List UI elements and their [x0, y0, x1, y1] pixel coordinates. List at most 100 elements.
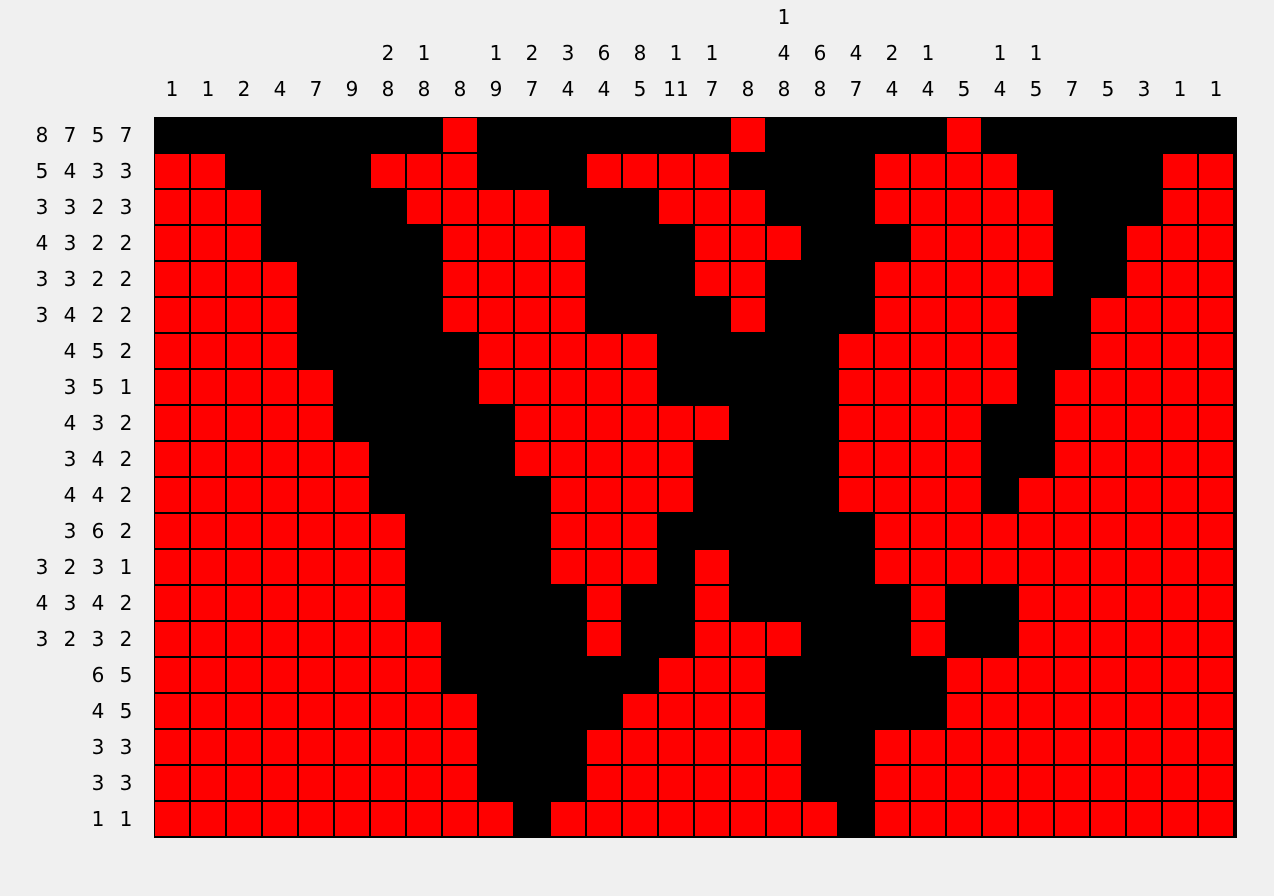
grid-cell-filled[interactable] [190, 405, 226, 441]
grid-cell-filled[interactable] [730, 225, 766, 261]
grid-cell-empty[interactable] [514, 585, 550, 621]
grid-cell-filled[interactable] [226, 693, 262, 729]
grid-cell-filled[interactable] [298, 405, 334, 441]
grid-cell-empty[interactable] [658, 585, 694, 621]
grid-cell-filled[interactable] [334, 477, 370, 513]
grid-cell-empty[interactable] [262, 117, 298, 153]
grid-cell-filled[interactable] [586, 621, 622, 657]
grid-cell-empty[interactable] [478, 621, 514, 657]
grid-cell-filled[interactable] [1126, 657, 1162, 693]
grid-cell-empty[interactable] [478, 693, 514, 729]
grid-cell-empty[interactable] [730, 513, 766, 549]
grid-cell-empty[interactable] [550, 729, 586, 765]
grid-cell-empty[interactable] [406, 333, 442, 369]
grid-cell-filled[interactable] [514, 297, 550, 333]
grid-cell-empty[interactable] [442, 369, 478, 405]
grid-cell-empty[interactable] [442, 513, 478, 549]
grid-cell-empty[interactable] [370, 477, 406, 513]
grid-cell-empty[interactable] [730, 585, 766, 621]
grid-cell-filled[interactable] [550, 405, 586, 441]
grid-cell-filled[interactable] [478, 801, 514, 837]
puzzle-grid[interactable] [154, 117, 1237, 838]
grid-cell-filled[interactable] [298, 765, 334, 801]
grid-cell-filled[interactable] [262, 693, 298, 729]
grid-cell-empty[interactable] [802, 549, 838, 585]
grid-cell-filled[interactable] [946, 657, 982, 693]
grid-cell-filled[interactable] [442, 117, 478, 153]
grid-cell-filled[interactable] [1198, 225, 1234, 261]
grid-cell-filled[interactable] [550, 549, 586, 585]
grid-cell-empty[interactable] [370, 405, 406, 441]
grid-cell-empty[interactable] [1018, 333, 1054, 369]
grid-cell-empty[interactable] [586, 297, 622, 333]
grid-cell-empty[interactable] [1090, 117, 1126, 153]
grid-cell-empty[interactable] [802, 225, 838, 261]
grid-cell-filled[interactable] [370, 549, 406, 585]
grid-cell-filled[interactable] [1162, 549, 1198, 585]
grid-cell-filled[interactable] [658, 657, 694, 693]
grid-cell-empty[interactable] [298, 261, 334, 297]
grid-cell-filled[interactable] [946, 729, 982, 765]
grid-cell-filled[interactable] [1090, 333, 1126, 369]
grid-cell-empty[interactable] [766, 117, 802, 153]
grid-cell-filled[interactable] [190, 801, 226, 837]
grid-cell-empty[interactable] [442, 477, 478, 513]
grid-cell-filled[interactable] [1126, 765, 1162, 801]
grid-cell-filled[interactable] [838, 405, 874, 441]
grid-cell-filled[interactable] [874, 405, 910, 441]
grid-cell-filled[interactable] [334, 585, 370, 621]
grid-cell-empty[interactable] [550, 621, 586, 657]
grid-cell-empty[interactable] [838, 765, 874, 801]
grid-cell-filled[interactable] [190, 261, 226, 297]
grid-cell-empty[interactable] [982, 117, 1018, 153]
grid-cell-filled[interactable] [946, 693, 982, 729]
grid-cell-filled[interactable] [478, 261, 514, 297]
grid-cell-filled[interactable] [622, 801, 658, 837]
grid-cell-empty[interactable] [838, 657, 874, 693]
grid-cell-filled[interactable] [262, 297, 298, 333]
grid-cell-filled[interactable] [1198, 477, 1234, 513]
grid-cell-empty[interactable] [658, 513, 694, 549]
grid-cell-empty[interactable] [478, 513, 514, 549]
grid-cell-empty[interactable] [982, 405, 1018, 441]
grid-cell-empty[interactable] [694, 297, 730, 333]
grid-cell-filled[interactable] [550, 261, 586, 297]
grid-cell-empty[interactable] [1126, 189, 1162, 225]
grid-cell-filled[interactable] [154, 801, 190, 837]
grid-cell-filled[interactable] [1018, 189, 1054, 225]
grid-cell-filled[interactable] [946, 261, 982, 297]
grid-cell-empty[interactable] [586, 117, 622, 153]
grid-cell-filled[interactable] [154, 261, 190, 297]
grid-cell-filled[interactable] [622, 729, 658, 765]
grid-cell-empty[interactable] [982, 441, 1018, 477]
grid-cell-empty[interactable] [802, 693, 838, 729]
grid-cell-filled[interactable] [586, 585, 622, 621]
grid-cell-filled[interactable] [982, 153, 1018, 189]
grid-cell-filled[interactable] [190, 297, 226, 333]
grid-cell-filled[interactable] [730, 621, 766, 657]
grid-cell-empty[interactable] [838, 189, 874, 225]
grid-cell-filled[interactable] [910, 513, 946, 549]
grid-cell-filled[interactable] [694, 225, 730, 261]
grid-cell-empty[interactable] [586, 261, 622, 297]
grid-cell-filled[interactable] [406, 621, 442, 657]
grid-cell-filled[interactable] [622, 513, 658, 549]
grid-cell-filled[interactable] [622, 333, 658, 369]
grid-cell-filled[interactable] [1126, 225, 1162, 261]
grid-cell-filled[interactable] [334, 657, 370, 693]
grid-cell-filled[interactable] [226, 513, 262, 549]
grid-cell-empty[interactable] [1126, 153, 1162, 189]
grid-cell-filled[interactable] [154, 657, 190, 693]
grid-cell-empty[interactable] [838, 585, 874, 621]
grid-cell-filled[interactable] [910, 621, 946, 657]
grid-cell-filled[interactable] [226, 405, 262, 441]
grid-cell-filled[interactable] [1162, 477, 1198, 513]
grid-cell-empty[interactable] [1090, 153, 1126, 189]
grid-cell-empty[interactable] [694, 333, 730, 369]
grid-cell-filled[interactable] [1018, 765, 1054, 801]
grid-cell-filled[interactable] [262, 657, 298, 693]
grid-cell-filled[interactable] [946, 477, 982, 513]
grid-cell-filled[interactable] [622, 549, 658, 585]
grid-cell-filled[interactable] [658, 153, 694, 189]
grid-cell-filled[interactable] [442, 261, 478, 297]
